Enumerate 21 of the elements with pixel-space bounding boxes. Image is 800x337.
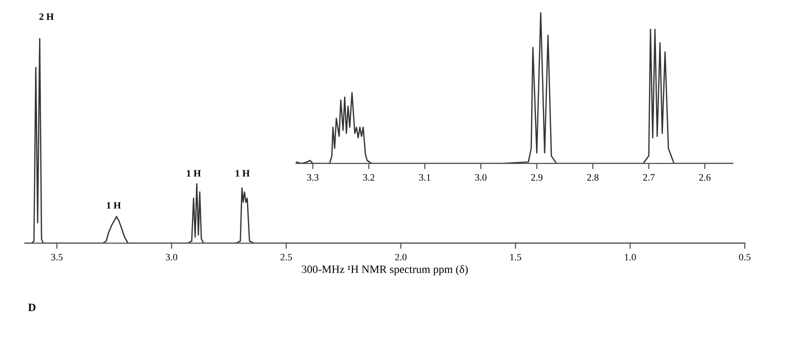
text: D: [28, 304, 36, 312]
text: 2 H: [39, 13, 54, 20]
annotation: 1 H: [236, 170, 250, 177]
x-tick-label: 2.7: [643, 174, 655, 181]
x-tick-label: 0.5: [739, 254, 750, 260]
x-tick-label: 3.0: [166, 254, 178, 260]
x-axis-title: 300-MHz ¹H NMR spectrum ppm (δ): [302, 265, 468, 276]
x-tick-label: 3.5: [51, 254, 63, 260]
x-tick-label: 2.0: [395, 254, 407, 260]
x-tick-label: 2.5: [280, 254, 292, 260]
x-tick-label: 2.8: [587, 174, 599, 181]
x-tick-label: 3.1: [419, 174, 430, 181]
x-tick-label: 3.2: [363, 174, 374, 181]
x-tick-label: 3.0: [475, 174, 487, 181]
x-tick-label: 2.6: [699, 174, 711, 181]
annotation: 1 H: [106, 202, 121, 209]
x-tick-label: 1.0: [624, 254, 636, 260]
annotation: 1 H: [186, 170, 201, 177]
x-tick-label: 1.5: [510, 254, 522, 260]
x-tick-label: 3.3: [307, 174, 318, 181]
x-tick-label: 2.9: [531, 174, 542, 181]
